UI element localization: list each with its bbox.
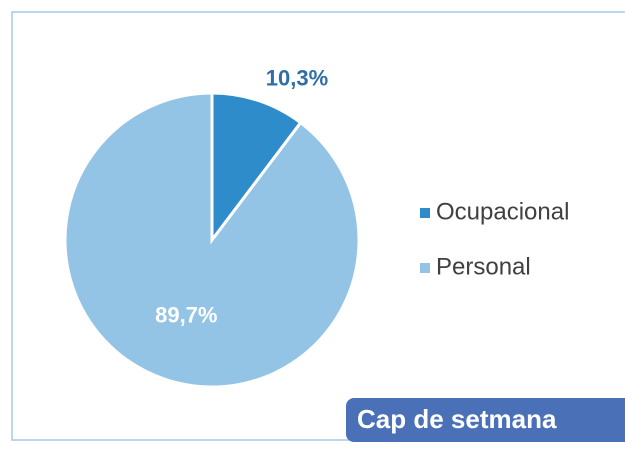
legend-swatch: [420, 208, 430, 218]
annotation-box: [346, 398, 625, 442]
legend-label: Ocupacional: [436, 198, 569, 225]
pie-slice: [210, 91, 303, 245]
annotation: Cap de setmana: [357, 404, 557, 434]
pie-slice: [63, 91, 361, 389]
data-label: 10,3%: [266, 66, 328, 91]
legend-swatch: [420, 263, 430, 273]
legend-label: Personal: [436, 253, 531, 280]
pie: [63, 91, 361, 389]
data-label: 89,7%: [155, 302, 217, 327]
